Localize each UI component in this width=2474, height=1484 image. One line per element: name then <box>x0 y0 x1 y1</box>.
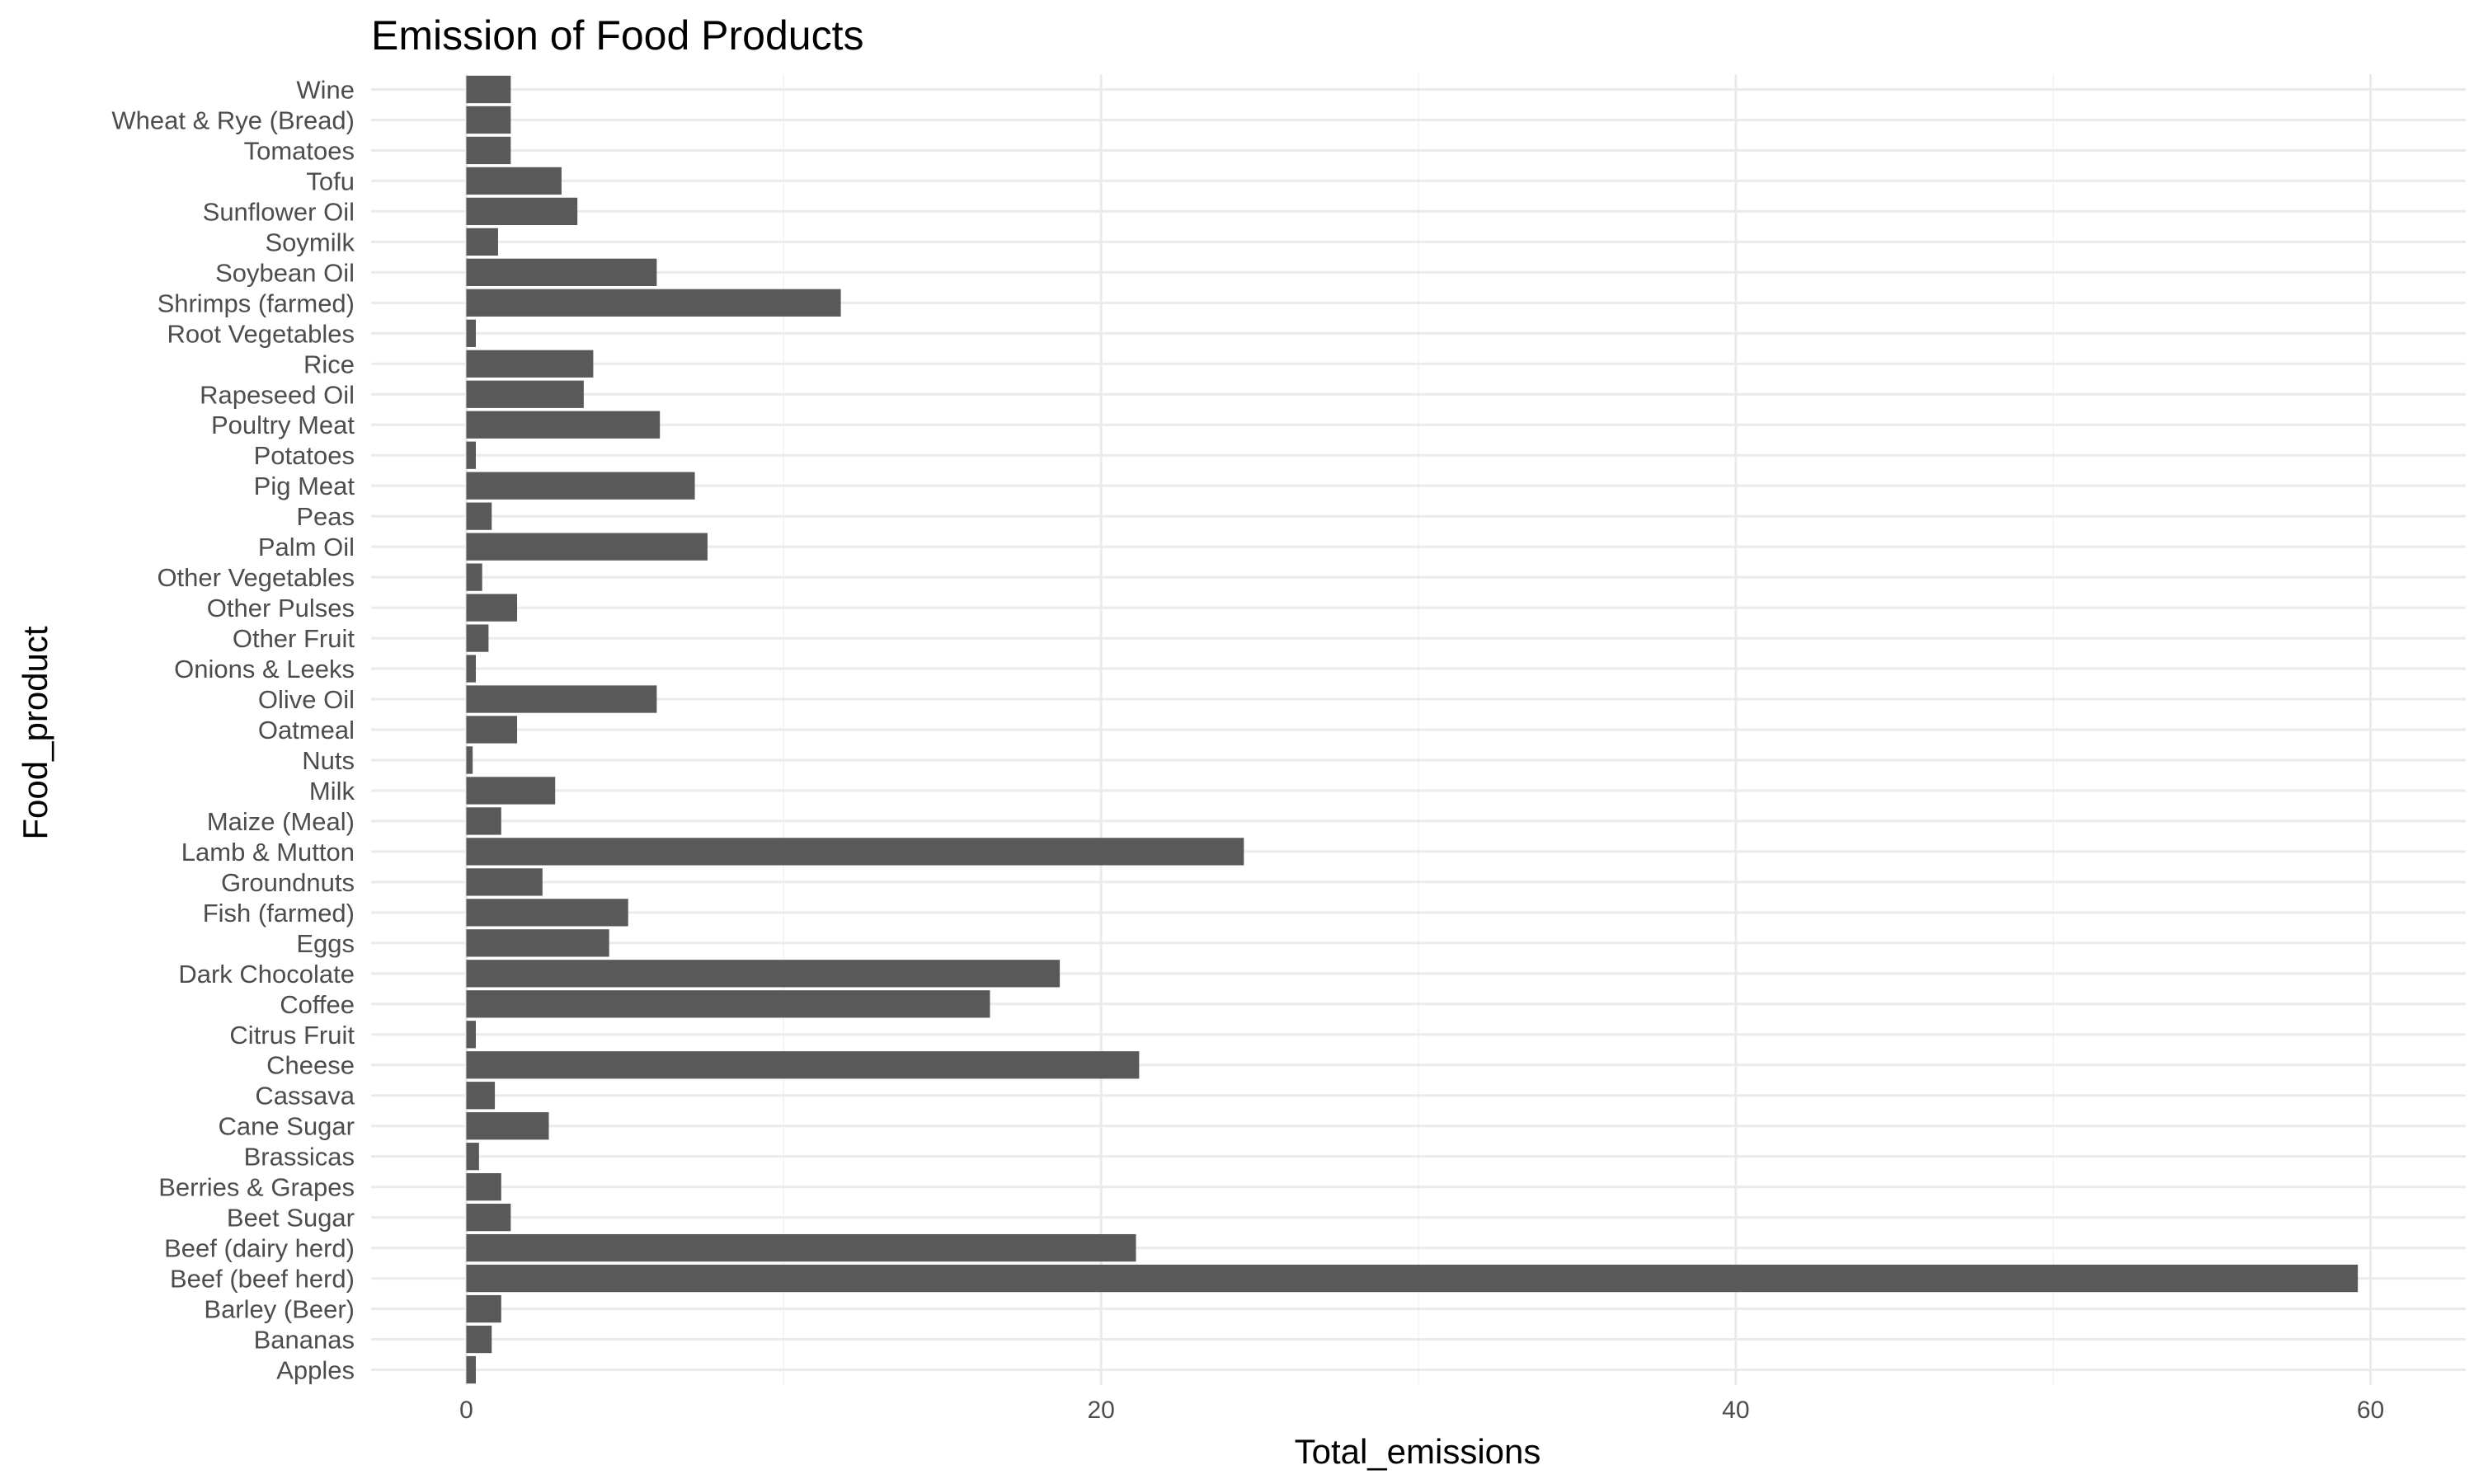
bar <box>466 899 628 927</box>
bar <box>466 990 990 1018</box>
bar <box>466 716 518 744</box>
bar <box>466 746 473 774</box>
bar <box>466 868 543 896</box>
bar <box>466 1143 479 1171</box>
y-tick-label: Beef (beef herd) <box>170 1265 355 1294</box>
y-tick-label: Sunflower Oil <box>203 197 355 226</box>
y-tick-label: Fish (farmed) <box>203 899 355 928</box>
bar <box>466 197 578 226</box>
y-tick-label: Wine <box>296 75 355 104</box>
y-tick-label: Maize (Meal) <box>207 807 355 836</box>
bar <box>466 1173 501 1201</box>
y-tick-label: Groundnuts <box>221 868 355 897</box>
y-tick-label: Other Pulses <box>207 594 355 622</box>
y-tick-label: Milk <box>309 777 355 805</box>
y-tick-label: Berries & Grapes <box>158 1173 355 1202</box>
bar <box>466 380 584 408</box>
bar <box>466 960 1061 988</box>
bar <box>466 1355 476 1384</box>
bar <box>466 838 1244 866</box>
y-tick-label: Tofu <box>306 167 355 195</box>
y-tick-label: Brassicas <box>244 1143 355 1172</box>
bar <box>466 685 657 713</box>
bar <box>466 106 511 134</box>
y-tick-label: Palm Oil <box>258 533 355 561</box>
y-tick-label: Other Vegetables <box>157 563 355 592</box>
x-tick-labels: 0 20 40 60 <box>459 1397 2384 1424</box>
y-tick-label: Bananas <box>254 1326 355 1355</box>
y-tick-label: Coffee <box>280 990 355 1019</box>
bar <box>466 502 492 530</box>
bar <box>466 258 657 286</box>
bar <box>466 289 841 317</box>
y-tick-label: Apples <box>276 1356 355 1385</box>
y-tick-label: Lamb & Mutton <box>181 838 355 866</box>
bar <box>466 655 476 683</box>
bar <box>466 1233 1136 1262</box>
bar <box>466 319 476 347</box>
bar <box>466 1294 501 1323</box>
y-tick-label: Dark Chocolate <box>178 960 355 989</box>
y-tick-label: Pig Meat <box>254 472 355 500</box>
y-tick-label: Nuts <box>302 746 355 775</box>
y-tick-label: Soybean Oil <box>215 258 355 287</box>
bar <box>466 228 498 256</box>
y-tick-label: Peas <box>296 502 355 531</box>
bar <box>466 563 482 591</box>
x-tick-label: 20 <box>1087 1397 1114 1424</box>
y-tick-label: Rice <box>303 350 355 378</box>
y-tick-label: Poultry Meat <box>211 411 355 439</box>
y-tick-label: Beet Sugar <box>227 1204 355 1233</box>
y-tick-label: Cassava <box>255 1082 355 1111</box>
bar <box>466 533 708 561</box>
y-tick-label: Cheese <box>266 1051 355 1080</box>
bar <box>466 1051 1140 1079</box>
bar <box>466 807 501 835</box>
x-tick-label: 40 <box>1722 1397 1749 1424</box>
grid <box>371 74 2466 1385</box>
bar <box>466 75 511 104</box>
bar <box>466 1264 2359 1293</box>
y-tick-label: Citrus Fruit <box>229 1021 355 1050</box>
bar <box>466 624 489 652</box>
x-tick-label: 60 <box>2357 1397 2384 1424</box>
y-tick-label: Other Fruit <box>233 624 355 653</box>
y-tick-label: Beef (dairy herd) <box>164 1234 355 1263</box>
bar <box>466 136 511 165</box>
y-tick-label: Olive Oil <box>258 685 355 714</box>
bar <box>466 1021 476 1049</box>
y-tick-label: Root Vegetables <box>167 319 355 348</box>
bar <box>466 594 518 622</box>
y-axis-title: Food_product <box>16 626 54 840</box>
y-tick-label: Potatoes <box>254 441 355 470</box>
bar <box>466 929 609 957</box>
y-tick-label: Barley (Beer) <box>204 1295 355 1324</box>
y-tick-label: Eggs <box>296 929 355 958</box>
bar <box>466 1325 492 1354</box>
x-tick-label: 0 <box>459 1397 473 1424</box>
bar <box>466 1112 549 1140</box>
y-tick-label: Tomatoes <box>244 136 355 165</box>
y-tick-label: Shrimps (farmed) <box>158 289 355 317</box>
y-tick-label: Onions & Leeks <box>174 655 355 683</box>
bar <box>466 777 556 805</box>
y-tick-label: Rapeseed Oil <box>200 380 355 409</box>
y-tick-label: Cane Sugar <box>219 1112 355 1141</box>
bar <box>466 350 594 378</box>
chart-title: Emission of Food Products <box>371 12 864 59</box>
bar <box>466 472 695 500</box>
bar <box>466 411 661 439</box>
bar <box>466 441 476 469</box>
y-tick-label: Soymilk <box>265 228 355 256</box>
y-tick-label: Wheat & Rye (Bread) <box>111 106 355 134</box>
bar <box>466 167 562 195</box>
bar <box>466 1082 496 1110</box>
bar <box>466 1203 511 1232</box>
x-axis-title: Total_emissions <box>1295 1432 1541 1471</box>
bars <box>466 75 2359 1384</box>
y-tick-label: Oatmeal <box>258 716 355 744</box>
